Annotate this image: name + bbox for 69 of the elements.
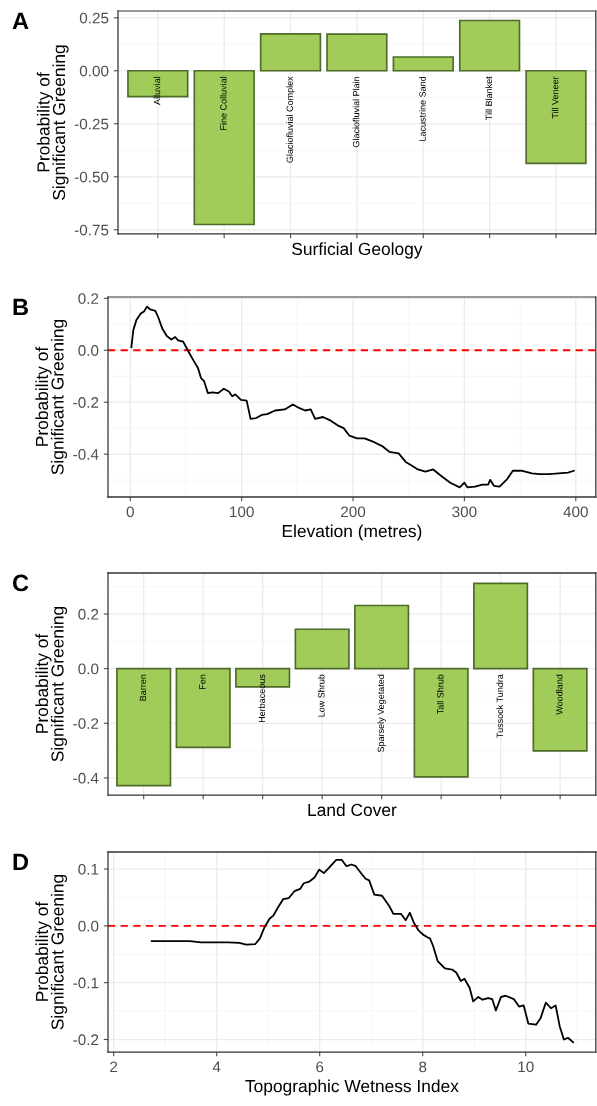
x-tick-label: 8 (419, 1061, 427, 1073)
category-label: Glaciofluvial Complex (286, 76, 295, 163)
bar (473, 582, 529, 670)
category-label: Lacustrine Sand (419, 76, 426, 141)
x-tick-label: 300 (452, 506, 477, 518)
line-series (130, 305, 575, 489)
y-tick-label: 0.0 (78, 663, 99, 675)
category-label: Alluvial (153, 76, 161, 105)
bar (413, 667, 469, 778)
bar (326, 33, 388, 72)
x-tick-label: 6 (316, 1061, 324, 1073)
category-label: Till Veneer (551, 76, 559, 119)
y-tick-label: 0.0 (78, 920, 99, 932)
y-tick-label: -0.50 (74, 171, 109, 183)
category-label: Glaciofluvial Plain (352, 76, 360, 148)
bar (525, 69, 587, 165)
y-axis-title: Probability of Significant Greening (35, 606, 68, 762)
bar (458, 19, 521, 72)
x-tick-label: 0 (126, 506, 134, 518)
y-axis-title: Probability of Significant Greening (35, 319, 68, 475)
category-label: Fen (199, 674, 206, 689)
x-axis-title: Elevation (metres) (282, 524, 422, 541)
category-label: Tussock Tundra (496, 674, 504, 738)
x-tick-label: 200 (341, 506, 366, 518)
chart-title: A (12, 12, 29, 30)
category-label: Low Shrub (317, 674, 325, 717)
bar (193, 69, 255, 226)
bar (532, 667, 588, 752)
bar (392, 56, 454, 72)
y-tick-label: -0.4 (73, 449, 99, 460)
y-tick-label: -0.1 (73, 977, 99, 989)
category-label: Sparsely Vegetated (377, 674, 386, 753)
y-tick-label: -0.2 (73, 718, 99, 729)
bar (116, 667, 172, 787)
y-tick-label: -0.4 (73, 772, 99, 784)
x-tick-label: 400 (563, 506, 588, 518)
category-label: Till Blanket (485, 76, 493, 120)
chart-title: D (13, 853, 29, 871)
y-tick-label: 0.25 (79, 12, 109, 24)
bar (259, 33, 322, 72)
category-label: Tall Shrub (436, 674, 444, 715)
y-tick-label: 0.2 (78, 608, 99, 620)
x-axis-title: Topographic Wetness Index (245, 1079, 459, 1096)
category-label: Herbaceous (258, 674, 266, 723)
y-tick-label: -0.75 (74, 224, 109, 236)
x-tick-label: 4 (212, 1061, 221, 1073)
y-tick-label: -0.25 (74, 118, 109, 130)
y-tick-label: 0.1 (78, 863, 99, 875)
category-label: Barren (139, 674, 147, 701)
y-tick-label: -0.2 (73, 1034, 99, 1046)
bar (354, 604, 410, 670)
y-axis-title: Probability of Significant Greening (36, 45, 69, 200)
y-tick-label: -0.2 (73, 397, 99, 408)
x-tick-label: 10 (518, 1061, 534, 1073)
line-series (150, 859, 575, 1044)
category-label: Woodland (555, 674, 563, 715)
chart-title: B (13, 298, 28, 316)
bar (294, 628, 350, 670)
y-tick-label: 0.2 (78, 293, 99, 304)
category-label: Fine Colluvial (219, 76, 227, 130)
x-tick-label: 2 (110, 1061, 118, 1073)
x-axis-title: Surficial Geology (292, 242, 423, 259)
x-tick-label: 100 (230, 506, 254, 518)
chart-title: C (12, 574, 29, 592)
y-tick-label: 0.0 (78, 345, 99, 356)
y-axis-title: Probability of Significant Greening (35, 874, 68, 1030)
y-tick-label: 0.00 (79, 65, 109, 77)
x-axis-title: Land Cover (308, 803, 397, 817)
bar (175, 667, 231, 749)
